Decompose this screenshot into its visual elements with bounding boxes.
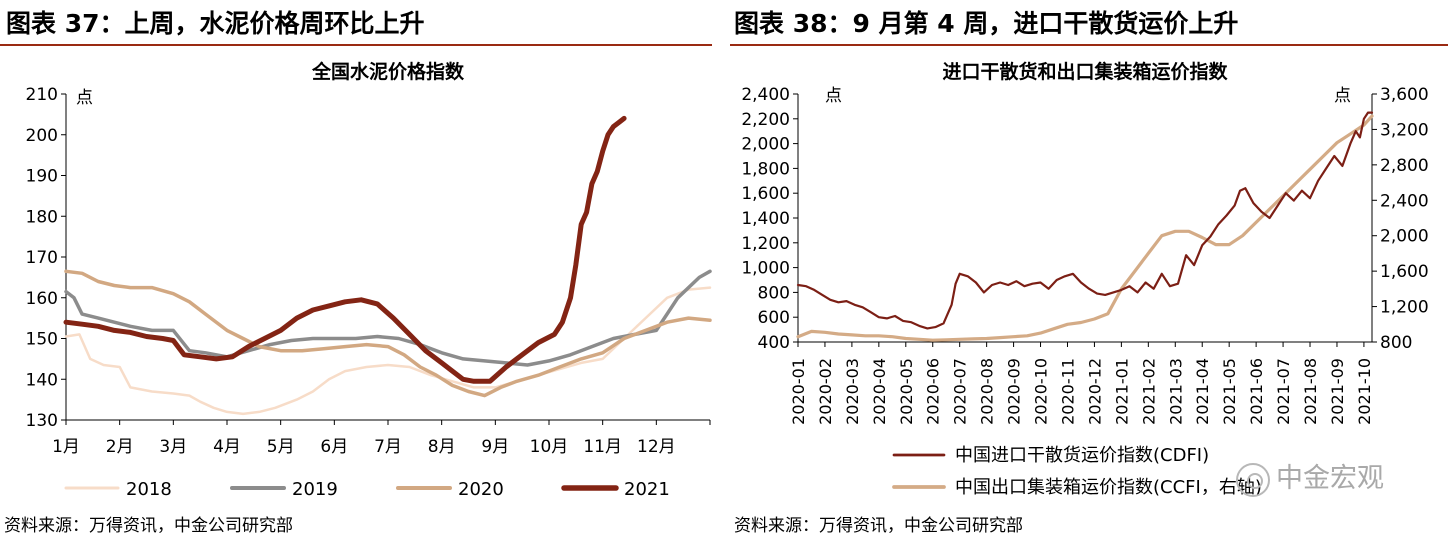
chart2-x-tick-label: 2020-11 xyxy=(1059,358,1078,425)
chart1-legend-label: 2018 xyxy=(126,479,172,500)
chart1-legend-label: 2021 xyxy=(624,479,670,500)
chart2-y-tick-label-left: 400 xyxy=(758,333,790,353)
chart1-series-2018 xyxy=(64,286,712,416)
chart2-y-tick-label-left: 800 xyxy=(758,283,790,303)
chart2-y-tick-label-left: 2,000 xyxy=(741,135,790,155)
chart2-x-tick-label: 2020-10 xyxy=(1032,358,1051,425)
figure-heading-right: 图表 38：9 月第 4 周，进口干散货运价上升 xyxy=(734,9,1239,38)
chart1-series-2021 xyxy=(63,115,627,384)
heading-rule-left xyxy=(0,44,712,46)
chart2-y-tick-label-right: 1,200 xyxy=(1380,298,1429,318)
chart2-y-tick-label-right: 3,200 xyxy=(1380,120,1429,140)
chart1-x-tick-label: 2月 xyxy=(106,437,134,457)
chart2-y-tick-label-left: 1,000 xyxy=(741,259,790,279)
chart2-x-tick-label: 2021-02 xyxy=(1139,358,1158,425)
chart2-y-tick-label-left: 1,600 xyxy=(741,184,790,204)
chart2-y-tick-label-right: 2,800 xyxy=(1380,156,1429,176)
chart2-x-tick-label: 2021-10 xyxy=(1355,358,1374,425)
chart2-x-tick-label: 2020-04 xyxy=(870,358,889,425)
chart2-x-tick-label: 2020-02 xyxy=(816,358,835,425)
chart1-x-tick-label: 10月 xyxy=(530,437,569,457)
watermark-text: 中金宏观 xyxy=(1276,463,1384,494)
chart1-y-tick-label: 150 xyxy=(26,330,58,350)
chart2-y-tick-label-right: 2,000 xyxy=(1380,227,1429,247)
chart2-series-right xyxy=(796,114,1374,342)
chart1-y-tick-label: 140 xyxy=(26,370,58,390)
chart2-x-tick-label: 2020-12 xyxy=(1085,358,1104,425)
chart1-x-tick-label: 5月 xyxy=(267,437,295,457)
chart2-x-tick-label: 2021-04 xyxy=(1193,358,1212,425)
chart2-x-tick-label: 2021-05 xyxy=(1220,358,1239,425)
watermark: 中金宏观 xyxy=(1236,456,1384,497)
chart2-x-tick-label: 2021-01 xyxy=(1112,358,1131,425)
chart1-series-2020 xyxy=(64,269,712,398)
chart2-x-tick-label: 2020-05 xyxy=(897,358,916,425)
chart2-x-tick-label: 2020-03 xyxy=(843,358,862,425)
chart2-y-tick-label-left: 2,400 xyxy=(741,85,790,105)
source-note-right: 资料来源：万得资讯，中金公司研究部 xyxy=(734,516,1023,536)
figure-heading-left: 图表 37：上周，水泥价格周环比上升 xyxy=(6,9,425,38)
chart1-x-tick-label: 9月 xyxy=(481,437,509,457)
chart2-y-tick-label-right: 1,600 xyxy=(1380,262,1429,282)
chart1-y-tick-label: 210 xyxy=(26,85,58,105)
chart1-x-tick-label: 3月 xyxy=(159,437,187,457)
chart1-y-tick-label: 200 xyxy=(26,126,58,146)
chart2-title: 进口干散货和出口集装箱运价指数 xyxy=(942,60,1228,83)
chart1-x-tick-label: 6月 xyxy=(320,437,348,457)
chart2-series-left xyxy=(796,111,1374,330)
chart1-x-tick-label: 12月 xyxy=(637,437,676,457)
chart2-legend-label: 中国出口集装箱运价指数(CCFI，右轴) xyxy=(955,477,1262,498)
chart2-legend-label: 中国进口干散货运价指数(CDFI) xyxy=(955,445,1209,466)
chart2-x-tick-label: 2020-06 xyxy=(924,358,943,425)
chart1-y-tick-label: 160 xyxy=(26,289,58,309)
chart2-y-tick-label-right: 2,400 xyxy=(1380,191,1429,211)
chart2-y-tick-label-right: 800 xyxy=(1380,333,1412,353)
chart1-y-tick-label: 130 xyxy=(26,411,58,431)
chart1-x-tick-label: 11月 xyxy=(583,437,622,457)
chart2-y-tick-label-left: 2,200 xyxy=(741,110,790,130)
chart1-y-tick-label: 180 xyxy=(26,207,58,227)
chart2-x-tick-label: 2020-09 xyxy=(1005,358,1024,425)
chart1-y-unit: 点 xyxy=(76,88,93,108)
chart2-x-tick-label: 2021-03 xyxy=(1166,358,1185,425)
chart1-x-tick-label: 7月 xyxy=(374,437,402,457)
chart2-y-tick-label-right: 3,600 xyxy=(1380,85,1429,105)
chart2-x-tick-label: 2020-07 xyxy=(951,358,970,425)
chart1-series-2019 xyxy=(64,269,712,367)
chart1-y-tick-label: 190 xyxy=(26,167,58,187)
chart1-legend-label: 2019 xyxy=(292,479,338,500)
chart2-y-unit-right: 点 xyxy=(1334,86,1351,106)
chart2-y-tick-label-left: 1,800 xyxy=(741,159,790,179)
chart2-x-tick-label: 2021-09 xyxy=(1328,358,1347,425)
chart2-x-tick-label: 2020-08 xyxy=(978,358,997,425)
chart1-x-tick-label: 8月 xyxy=(428,437,456,457)
chart2-x-tick-label: 2021-06 xyxy=(1247,358,1266,425)
chart1-x-tick-label: 1月 xyxy=(52,437,80,457)
chart2-y-tick-label-left: 1,200 xyxy=(741,234,790,254)
chart2-y-tick-label-left: 600 xyxy=(758,308,790,328)
chart2-x-tick-label: 2021-08 xyxy=(1301,358,1320,425)
chart2-y-tick-label-left: 1,400 xyxy=(741,209,790,229)
chart2-y-unit-left: 点 xyxy=(825,86,842,106)
chart1-x-tick-label: 4月 xyxy=(213,437,241,457)
chart1-y-tick-label: 170 xyxy=(26,248,58,268)
chart1-legend-label: 2020 xyxy=(458,479,504,500)
source-note-left: 资料来源：万得资讯，中金公司研究部 xyxy=(4,516,293,536)
chart1-title: 全国水泥价格指数 xyxy=(311,60,465,83)
wechat-icon xyxy=(1236,462,1270,497)
chart2-x-tick-label: 2021-07 xyxy=(1274,358,1293,425)
chart2-x-tick-label: 2020-01 xyxy=(789,358,808,425)
heading-rule-right xyxy=(730,44,1448,46)
